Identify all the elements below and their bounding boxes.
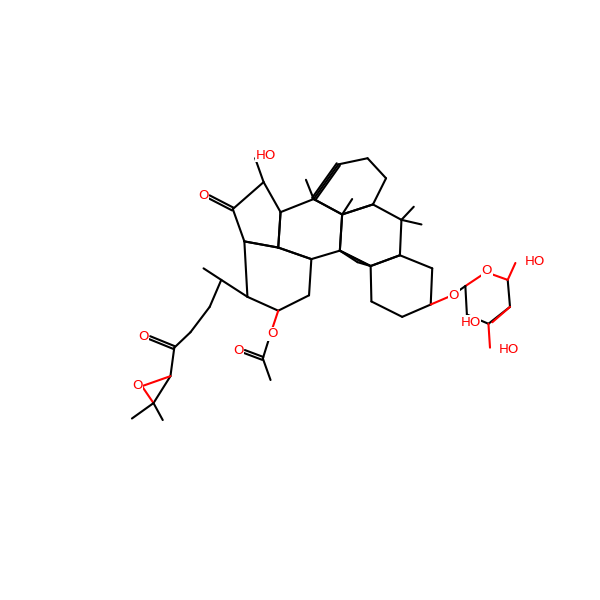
- Text: O: O: [449, 289, 459, 302]
- Text: HO: HO: [460, 316, 481, 329]
- Text: O: O: [482, 264, 492, 277]
- Text: O: O: [267, 328, 277, 340]
- Text: O: O: [233, 344, 244, 357]
- Text: HO: HO: [499, 343, 520, 356]
- Text: O: O: [198, 190, 209, 202]
- Text: HO: HO: [256, 149, 276, 161]
- Text: HO: HO: [524, 255, 545, 268]
- Text: O: O: [132, 379, 143, 392]
- Text: O: O: [138, 331, 149, 343]
